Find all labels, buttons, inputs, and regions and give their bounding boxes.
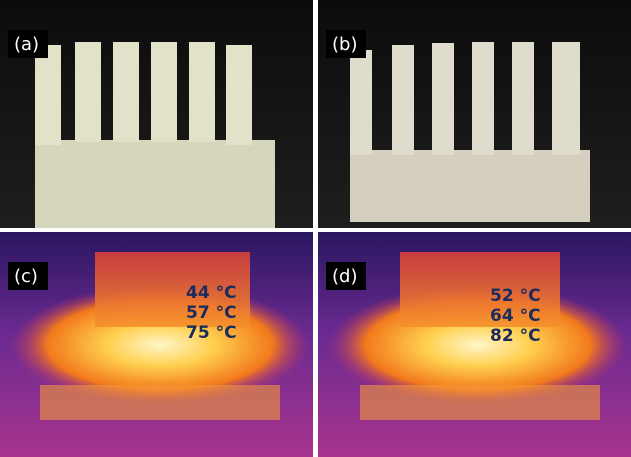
panel-label: (a) xyxy=(14,34,39,55)
label-box xyxy=(326,262,366,290)
panel-d: (d) 52 °C 64 °C 82 °C xyxy=(318,232,631,457)
heatsink-fins xyxy=(35,42,252,145)
temperature-reading: 52 °C xyxy=(490,286,541,306)
label-box xyxy=(326,30,366,58)
label-box xyxy=(8,30,48,58)
panel-label: (c) xyxy=(14,266,38,287)
base-thermal xyxy=(40,385,280,420)
base-thermal xyxy=(360,385,600,420)
panel-label: (d) xyxy=(332,266,357,287)
panel-b: (b) xyxy=(318,0,631,228)
temperature-reading: 57 °C xyxy=(186,303,237,323)
temperature-reading: 44 °C xyxy=(186,283,237,303)
heatsink-fins xyxy=(350,42,580,155)
heatsink-thermal xyxy=(400,252,560,327)
label-box xyxy=(8,262,48,290)
heatsink-base xyxy=(35,140,275,228)
temperature-reading: 82 °C xyxy=(490,326,541,346)
temperature-reading: 64 °C xyxy=(490,306,541,326)
panel-a: (a) xyxy=(0,0,313,228)
heatsink-base xyxy=(350,150,590,222)
panel-label: (b) xyxy=(332,34,357,55)
temperature-reading: 75 °C xyxy=(186,323,237,343)
heatsink-thermal xyxy=(95,252,250,327)
panel-c: (c) 44 °C 57 °C 75 °C xyxy=(0,232,313,457)
